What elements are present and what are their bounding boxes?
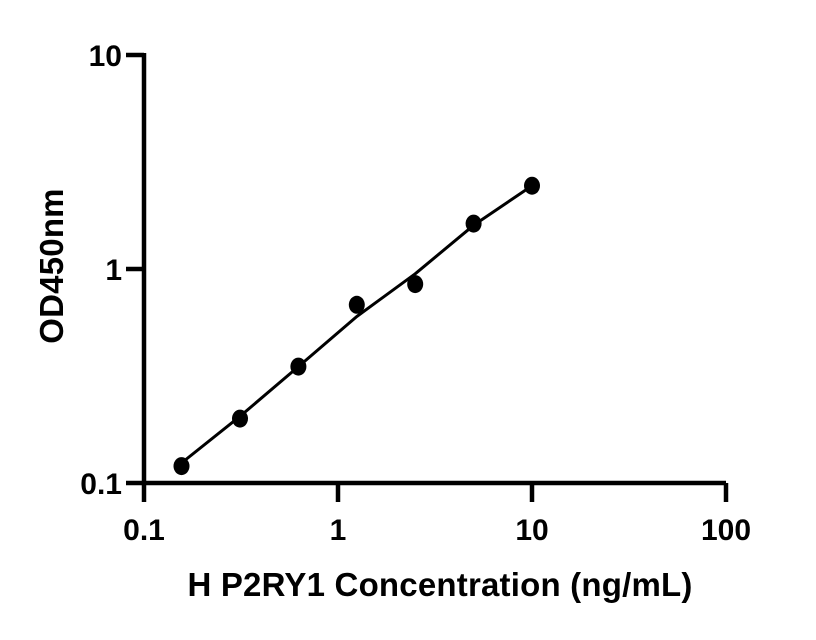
x-tick-label: 10 (515, 514, 548, 547)
data-point (348, 295, 365, 314)
data-point (407, 275, 424, 294)
x-tick-label: 100 (701, 514, 751, 547)
data-point (290, 357, 307, 376)
x-tick-label: 0.1 (123, 514, 165, 547)
x-tick-label: 1 (330, 514, 347, 547)
x-axis-title: H P2RY1 Concentration (ng/mL) (187, 566, 693, 603)
data-point (465, 214, 482, 233)
axis-spines (141, 53, 726, 486)
data-point (232, 409, 248, 428)
y-axis-title: OD450nm (33, 188, 70, 344)
data-point (173, 457, 190, 476)
y-tick-label: 10 (89, 40, 122, 73)
y-tick-label: 1 (105, 254, 122, 287)
y-tick-label: 0.1 (80, 468, 122, 501)
data-point (524, 176, 540, 195)
